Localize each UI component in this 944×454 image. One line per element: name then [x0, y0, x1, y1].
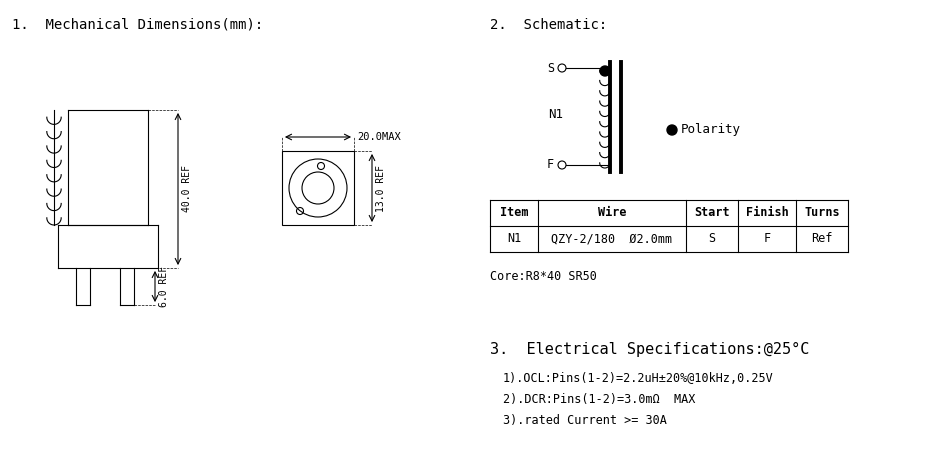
Text: 3).rated Current >= 30A: 3).rated Current >= 30A: [502, 414, 666, 427]
Text: 2.  Schematic:: 2. Schematic:: [490, 18, 607, 32]
Text: F: F: [547, 158, 553, 172]
Text: Wire: Wire: [598, 207, 626, 219]
Text: F: F: [763, 232, 769, 246]
Text: N1: N1: [548, 109, 563, 122]
Text: Item: Item: [499, 207, 528, 219]
Text: Polarity: Polarity: [681, 123, 740, 137]
Text: 6.0 REF: 6.0 REF: [159, 266, 169, 307]
Text: QZY-2/180  Ø2.0mm: QZY-2/180 Ø2.0mm: [551, 232, 672, 246]
Text: 2).DCR:Pins(1-2)=3.0mΩ  MAX: 2).DCR:Pins(1-2)=3.0mΩ MAX: [502, 393, 695, 406]
Text: S: S: [708, 232, 715, 246]
Bar: [281, 151, 354, 225]
Circle shape: [599, 66, 610, 76]
Text: Ref: Ref: [811, 232, 832, 246]
Text: Start: Start: [694, 207, 729, 219]
Text: Turns: Turns: [803, 207, 839, 219]
Circle shape: [666, 125, 676, 135]
Text: 40.0 REF: 40.0 REF: [182, 166, 192, 212]
Text: Finish: Finish: [745, 207, 787, 219]
Text: 1).OCL:Pins(1-2)=2.2uH±20%@10kHz,0.25V: 1).OCL:Pins(1-2)=2.2uH±20%@10kHz,0.25V: [502, 372, 773, 385]
Text: 1.  Mechanical Dimensions(mm):: 1. Mechanical Dimensions(mm):: [12, 18, 263, 32]
Text: Core:R8*40 SR50: Core:R8*40 SR50: [490, 270, 597, 283]
Text: 13.0 REF: 13.0 REF: [376, 164, 385, 212]
Text: N1: N1: [506, 232, 520, 246]
Text: 20.0MAX: 20.0MAX: [357, 132, 400, 142]
Text: 3.  Electrical Specifications:@25°C: 3. Electrical Specifications:@25°C: [490, 342, 808, 357]
Text: S: S: [547, 61, 553, 74]
